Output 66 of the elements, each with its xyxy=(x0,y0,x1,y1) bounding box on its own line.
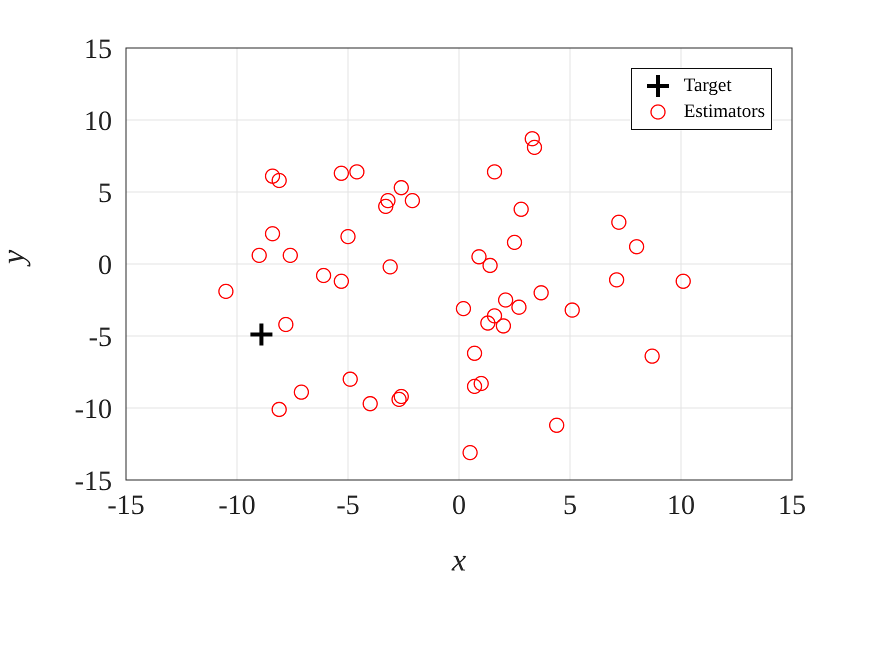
point xyxy=(676,274,691,289)
point xyxy=(511,300,527,315)
x-tick-label: -10 xyxy=(218,490,256,521)
point xyxy=(496,318,512,334)
legend-label: Estimators xyxy=(684,101,765,123)
point xyxy=(378,198,394,214)
legend-label: Target xyxy=(684,75,732,97)
x-tick-label: -5 xyxy=(336,490,360,521)
point xyxy=(466,346,482,361)
point xyxy=(533,285,549,300)
y-tick-label: 5 xyxy=(98,178,112,209)
x-tick-label: 10 xyxy=(667,490,695,521)
point xyxy=(611,214,626,230)
point xyxy=(380,192,396,208)
point xyxy=(608,272,624,288)
point xyxy=(334,166,349,181)
y-tick-label: -5 xyxy=(88,322,112,353)
point xyxy=(644,348,660,364)
point xyxy=(526,140,542,156)
point xyxy=(456,300,472,316)
point xyxy=(294,384,310,400)
point xyxy=(334,274,349,289)
y-tick-label: 0 xyxy=(98,250,112,281)
point xyxy=(278,316,294,332)
point xyxy=(282,248,298,264)
point xyxy=(272,402,287,418)
point xyxy=(264,226,280,242)
x-tick-label: 0 xyxy=(452,490,466,521)
x-axis-title: x xyxy=(450,542,466,578)
point xyxy=(471,249,487,264)
x-tick-label: 5 xyxy=(563,490,577,521)
point xyxy=(628,239,644,254)
y-tick-label: 10 xyxy=(84,106,112,137)
point xyxy=(466,378,482,394)
x-tick-label: 15 xyxy=(778,490,806,521)
point xyxy=(474,376,489,392)
point xyxy=(349,164,365,180)
point xyxy=(391,392,407,408)
point xyxy=(498,292,514,308)
point xyxy=(382,259,398,275)
y-tick-label: -15 xyxy=(74,466,112,497)
point xyxy=(250,324,272,346)
point xyxy=(486,164,502,180)
point xyxy=(524,131,540,146)
point xyxy=(506,234,522,250)
point xyxy=(394,180,409,196)
y-axis-title: y xyxy=(0,249,30,267)
point xyxy=(549,418,564,433)
y-tick-label: 15 xyxy=(84,34,112,65)
point xyxy=(564,302,580,318)
point xyxy=(218,284,234,300)
point xyxy=(462,444,478,460)
point xyxy=(482,258,498,274)
point xyxy=(340,228,356,244)
point xyxy=(480,315,496,331)
point xyxy=(486,308,502,324)
point xyxy=(362,396,378,412)
point xyxy=(404,192,420,208)
point xyxy=(316,268,332,284)
point xyxy=(394,388,409,404)
point xyxy=(514,202,529,217)
point xyxy=(342,372,358,387)
y-tick-label: -10 xyxy=(74,394,112,425)
point xyxy=(252,248,267,264)
point xyxy=(264,168,280,184)
point xyxy=(272,172,287,188)
